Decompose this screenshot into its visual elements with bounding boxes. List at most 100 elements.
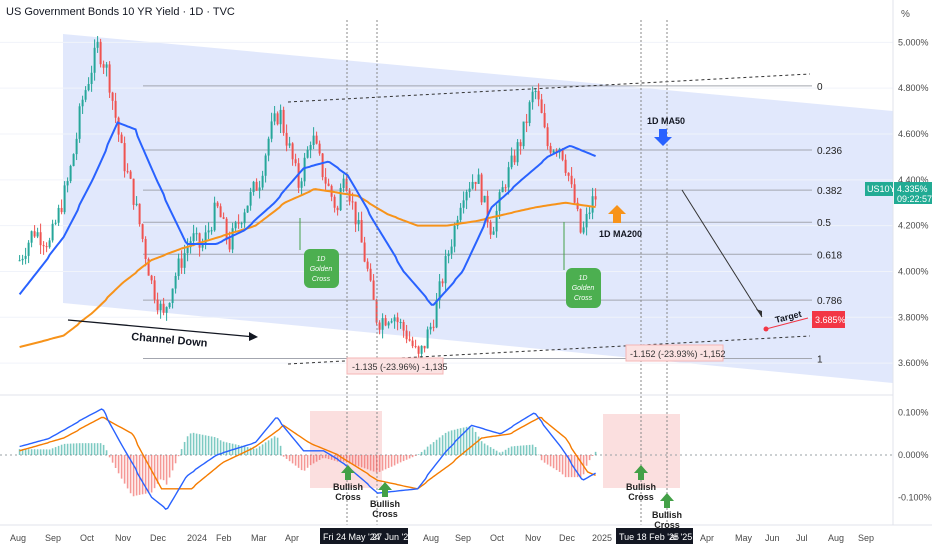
candle-body: [459, 207, 462, 220]
candle-body: [408, 339, 411, 341]
macd-histogram-bar: [438, 437, 441, 455]
macd-histogram-bar: [156, 455, 159, 484]
macd-line: [19, 408, 596, 511]
date-marker-3: Tue 18 Feb '25: [619, 532, 679, 542]
fib-label: 0.236: [817, 146, 842, 157]
candle-body: [369, 268, 372, 281]
macd-tick-label: 0.100%: [898, 408, 929, 418]
macd-histogram-bar: [282, 455, 285, 457]
macd-histogram-bar: [576, 455, 579, 478]
candle-body: [360, 220, 363, 243]
candle-body: [207, 230, 210, 233]
ma200-label: 1D MA200: [599, 229, 642, 239]
macd-histogram-bar: [273, 436, 276, 455]
candle-body: [378, 322, 381, 330]
golden-cross-label-2b: Golden: [572, 285, 595, 292]
candle-body: [264, 155, 267, 176]
macd-histogram-bar: [183, 441, 186, 455]
candle-body: [336, 207, 339, 211]
candle-body: [96, 41, 99, 48]
target-point: [763, 326, 769, 332]
candle-body: [222, 217, 225, 219]
candle-body: [24, 255, 27, 259]
macd-histogram-bar: [57, 445, 60, 455]
macd-histogram-bar: [129, 455, 132, 494]
macd-histogram-bar: [351, 455, 354, 465]
macd-histogram-bar: [555, 455, 558, 471]
macd-histogram-bar: [99, 443, 102, 455]
candle-body: [123, 143, 126, 172]
candle-body: [441, 281, 444, 284]
macd-histogram-bar: [366, 455, 369, 470]
candle-body: [594, 196, 597, 200]
candle-body: [366, 261, 369, 269]
ma50-label: 1D MA50: [647, 116, 685, 126]
x-tick-label: Apr: [700, 533, 714, 543]
date-marker-box-1: [320, 528, 408, 544]
candle-body: [486, 195, 489, 223]
macd-histogram-bar: [381, 455, 384, 471]
projection-arrow: [681, 189, 763, 318]
candle-body: [519, 142, 522, 147]
bullish-cross-label: Bullish: [370, 499, 400, 509]
candle-body: [417, 346, 420, 354]
candle-body: [294, 159, 297, 164]
candle-body: [315, 135, 318, 144]
candle-body: [72, 154, 75, 166]
target-line: [765, 317, 809, 330]
candle-body: [339, 187, 342, 211]
macd-histogram-bar: [330, 455, 333, 460]
macd-histogram-bar: [501, 451, 504, 455]
measure-label-1: -1.135 (-23.96%) -1,135: [352, 362, 448, 372]
fib-label: 0.618: [817, 250, 842, 261]
macd-histogram-bar: [153, 455, 156, 489]
x-tick-label: Sep: [858, 533, 874, 543]
candle-body: [303, 157, 306, 182]
macd-histogram-bar: [207, 435, 210, 455]
candle-body: [444, 256, 447, 284]
y-tick-label: 3.800%: [898, 312, 929, 322]
x-tick-label: May: [735, 533, 753, 543]
candle-body: [90, 72, 93, 84]
candle-body: [510, 155, 513, 168]
candle-body: [291, 143, 294, 160]
macd-histogram-bar: [60, 444, 63, 455]
candle-body: [135, 203, 138, 205]
measure-box-2: [625, 344, 724, 362]
candle-body: [375, 299, 378, 323]
candle-body: [192, 233, 195, 242]
macd-histogram-bar: [45, 449, 48, 455]
macd-histogram-bar: [327, 455, 330, 460]
macd-histogram-bar: [444, 432, 447, 455]
candle-body: [249, 192, 252, 206]
macd-histogram-bar: [111, 455, 114, 463]
candle-body: [453, 225, 456, 247]
ma50-arrow: [654, 129, 672, 146]
macd-histogram-bar: [441, 435, 444, 455]
candle-body: [573, 184, 576, 203]
macd-histogram-bar: [243, 446, 246, 455]
candle-body: [468, 188, 471, 192]
macd-histogram-bar: [144, 455, 147, 494]
x-tick-label: Feb: [216, 533, 232, 543]
macd-histogram-bar: [171, 455, 174, 471]
candle-body: [312, 135, 315, 145]
macd-histogram-bar: [204, 435, 207, 455]
candle-body: [567, 172, 570, 176]
candle-body: [261, 175, 264, 188]
candle-body: [504, 187, 507, 189]
channel-label: Channel Down: [131, 331, 208, 350]
macd-histogram-bar: [117, 455, 120, 474]
target-box: [812, 311, 845, 328]
macd-histogram-bar: [177, 455, 180, 457]
candle-body: [81, 99, 84, 107]
candle-body: [390, 321, 393, 323]
macd-histogram-bar: [213, 437, 216, 455]
chart-title: US Government Bonds 10 YR Yield · 1D · T…: [6, 6, 235, 18]
candle-body: [30, 231, 33, 243]
macd-histogram-bar: [402, 455, 405, 462]
macd-histogram-bar: [357, 455, 360, 467]
macd-histogram-bar: [510, 446, 513, 455]
candle-body: [114, 100, 117, 118]
